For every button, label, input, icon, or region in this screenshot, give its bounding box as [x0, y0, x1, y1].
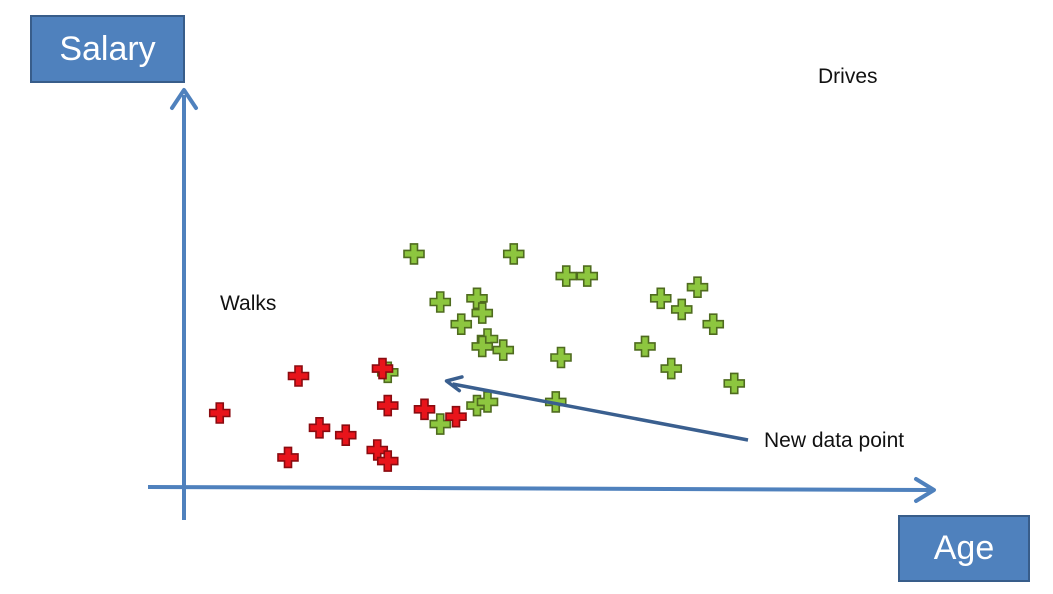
point-drives-15 — [649, 287, 672, 310]
y-axis-label: Salary — [30, 15, 185, 83]
annotations: Drives Walks New data point — [220, 65, 904, 452]
point-drives-13 — [576, 265, 599, 287]
point-drives-14 — [634, 335, 656, 358]
point-drives-20 — [723, 372, 746, 395]
point-drives-8 — [471, 302, 494, 324]
axes — [147, 88, 936, 520]
point-walks-1 — [287, 365, 310, 387]
point-walks-3 — [277, 446, 299, 469]
point-drives-17 — [686, 276, 709, 298]
point-walks-6 — [413, 398, 436, 421]
point-drives-5 — [429, 413, 452, 435]
y-axis — [170, 88, 198, 520]
point-drives-18 — [702, 313, 725, 335]
point-drives-21 — [476, 391, 499, 413]
annotation-new-data-point: New data point — [764, 429, 904, 452]
point-walks-5 — [376, 394, 399, 417]
point-walks-2 — [308, 417, 331, 439]
point-walks-8 — [445, 405, 467, 428]
annotation-drives: Drives — [818, 65, 878, 88]
point-walks-0 — [208, 402, 231, 424]
annotation-walks: Walks — [220, 292, 276, 315]
x-axis-label: Age — [898, 515, 1030, 582]
point-walks-10 — [376, 450, 399, 472]
point-drives-16 — [670, 298, 693, 321]
point-drives-2 — [429, 291, 452, 313]
point-drives-23 — [502, 243, 525, 265]
series-walks — [208, 357, 467, 472]
point-drives-6 — [492, 339, 515, 361]
point-drives-0 — [403, 243, 425, 265]
data-points — [208, 243, 746, 472]
point-drives-12 — [555, 265, 578, 287]
arrow-head-icon — [444, 375, 464, 393]
point-walks-4 — [371, 357, 394, 380]
new-point-arrow — [452, 382, 749, 442]
point-walks-9 — [334, 424, 357, 446]
point-drives-22 — [471, 335, 494, 358]
point-drives-11 — [550, 346, 572, 369]
point-drives-3 — [450, 313, 473, 335]
x-axis — [147, 477, 936, 503]
point-drives-19 — [660, 357, 683, 380]
